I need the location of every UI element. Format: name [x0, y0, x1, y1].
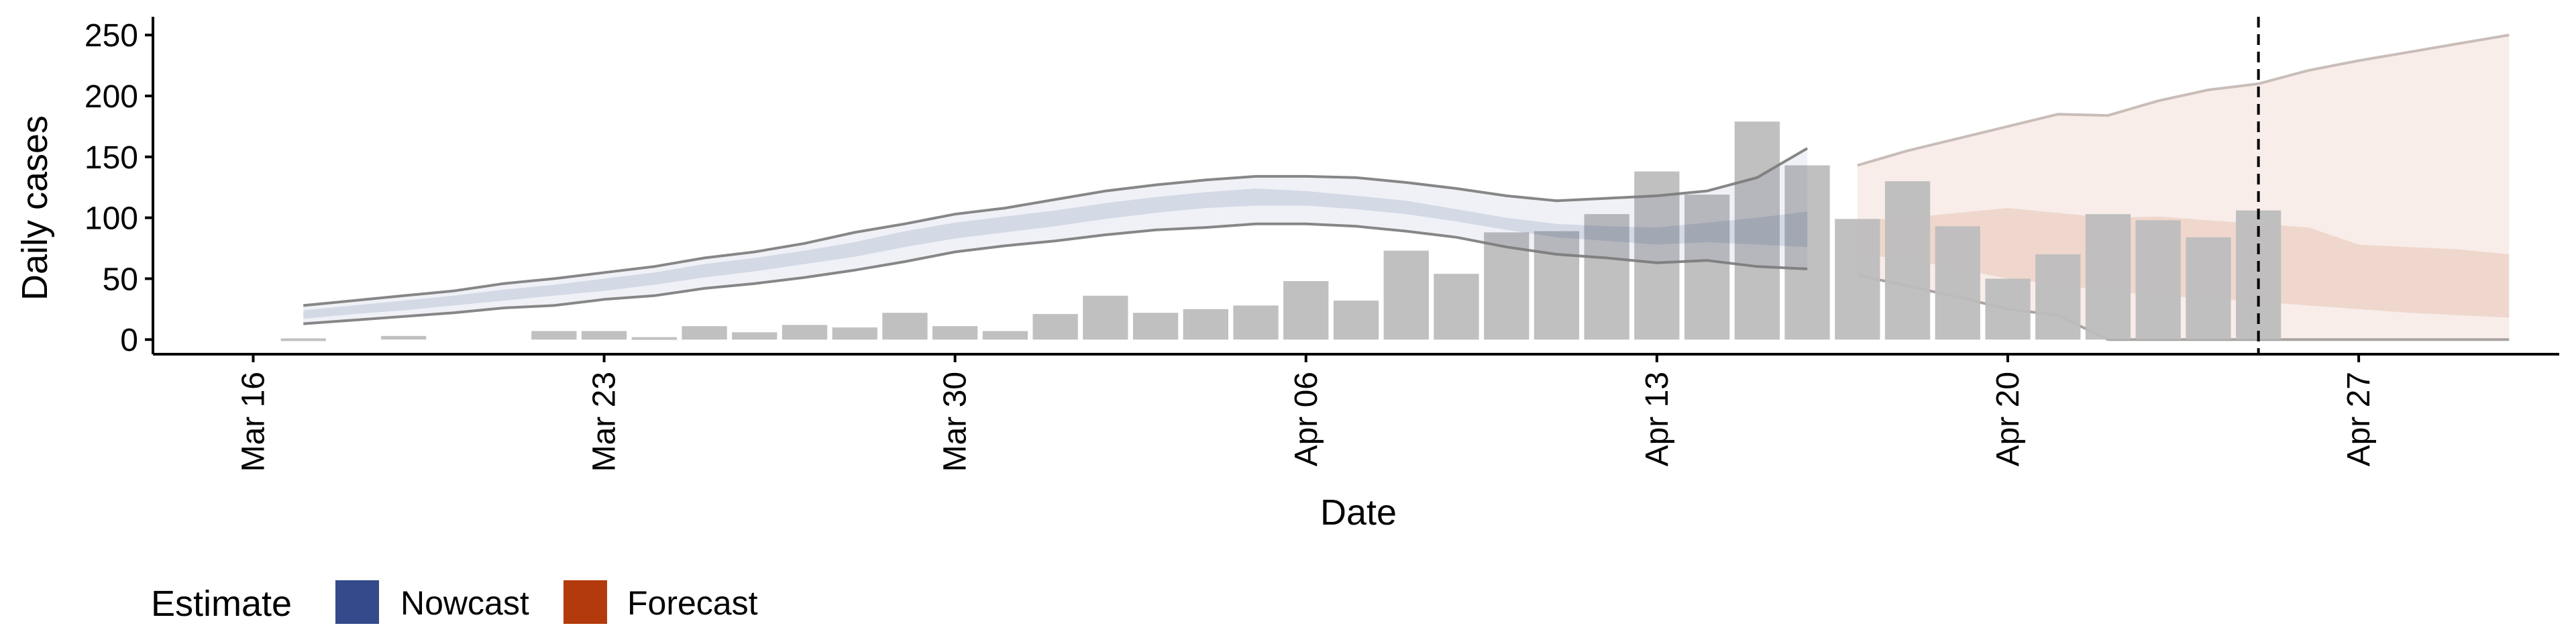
bar-2020-04-12 [1584, 214, 1629, 340]
x-tick-label-2: Mar 30 [938, 372, 973, 472]
bar-2020-03-26 [732, 332, 777, 340]
bar-2020-04-02 [1083, 295, 1128, 340]
bar-2020-04-24 [2186, 237, 2231, 340]
bar-2020-04-03 [1133, 313, 1179, 340]
y-tick-label-250: 250 [85, 18, 138, 54]
bar-2020-04-13 [1634, 171, 1680, 340]
bar-2020-03-24 [631, 337, 677, 340]
legend-label-nowcast: Nowcast [400, 584, 529, 622]
bar-2020-04-01 [1032, 314, 1078, 340]
bar-2020-04-05 [1233, 305, 1279, 340]
bar-2020-03-19 [381, 335, 427, 340]
bar-2020-04-19 [1935, 226, 1980, 340]
bar-2020-03-29 [882, 313, 928, 340]
bar-2020-03-23 [581, 331, 627, 340]
bar-2020-04-21 [2035, 254, 2081, 340]
axes: 0 50 100 150 200 250 Mar 16 Mar 23 Mar 30 Apr 06 A… [85, 17, 2559, 472]
bar-2020-04-14 [1684, 195, 1730, 340]
forecast-band-90 [1857, 35, 2510, 340]
bar-2020-04-23 [2135, 220, 2181, 340]
legend: Estimate Nowcast Forecast [151, 580, 758, 624]
bar-2020-04-20 [1985, 278, 2031, 340]
bar-2020-04-22 [2085, 214, 2131, 340]
legend-label-forecast: Forecast [627, 584, 758, 622]
legend-key-forecast [564, 580, 607, 624]
bar-2020-03-30 [932, 326, 978, 340]
bar-2020-03-28 [832, 327, 877, 340]
bar-2020-04-15 [1734, 121, 1780, 340]
bar-2020-03-31 [982, 331, 1028, 340]
x-tick-label-1: Mar 23 [587, 372, 623, 472]
nowcast-band-50 [303, 189, 1808, 319]
x-tick-label-5: Apr 20 [1990, 372, 2026, 466]
bar-2020-04-18 [1884, 181, 1931, 340]
bar-2020-04-17 [1835, 219, 1880, 340]
bar-2020-04-09 [1434, 274, 1479, 340]
bar-2020-03-17 [280, 338, 326, 341]
y-tick-label-0: 0 [120, 323, 138, 358]
y-axis-label: Daily cases [15, 115, 55, 301]
bar-2020-03-25 [682, 326, 727, 340]
y-tick-label-150: 150 [85, 140, 138, 176]
forecast-upper-line [1857, 34, 2510, 167]
bar-2020-04-07 [1333, 301, 1379, 340]
nowcast-band-90 [303, 148, 1808, 324]
legend-title: Estimate [151, 584, 292, 624]
x-tick-label-0: Mar 16 [236, 372, 272, 472]
y-tick-label-50: 50 [103, 262, 138, 297]
nowcast-upper-line [303, 147, 1809, 307]
x-axis-label: Date [1320, 492, 1397, 533]
legend-key-nowcast [335, 580, 379, 624]
forecast-band-50 [1857, 208, 2510, 318]
bar-2020-03-27 [782, 325, 828, 340]
plot-area [280, 17, 2510, 354]
x-tick-label-3: Apr 06 [1289, 372, 1324, 466]
bar-2020-04-06 [1283, 281, 1329, 340]
bar-2020-04-16 [1784, 165, 1830, 340]
bar-2020-04-08 [1383, 250, 1429, 340]
bar-2020-03-22 [531, 331, 577, 340]
y-tick-label-200: 200 [85, 79, 138, 115]
x-tick-label-6: Apr 27 [2341, 372, 2377, 466]
bar-2020-04-11 [1534, 231, 1580, 340]
x-tick-label-4: Apr 13 [1640, 372, 1675, 466]
y-tick-label-100: 100 [85, 201, 138, 237]
nowcast-lower-line [303, 222, 1808, 325]
bar-2020-04-04 [1183, 309, 1228, 340]
